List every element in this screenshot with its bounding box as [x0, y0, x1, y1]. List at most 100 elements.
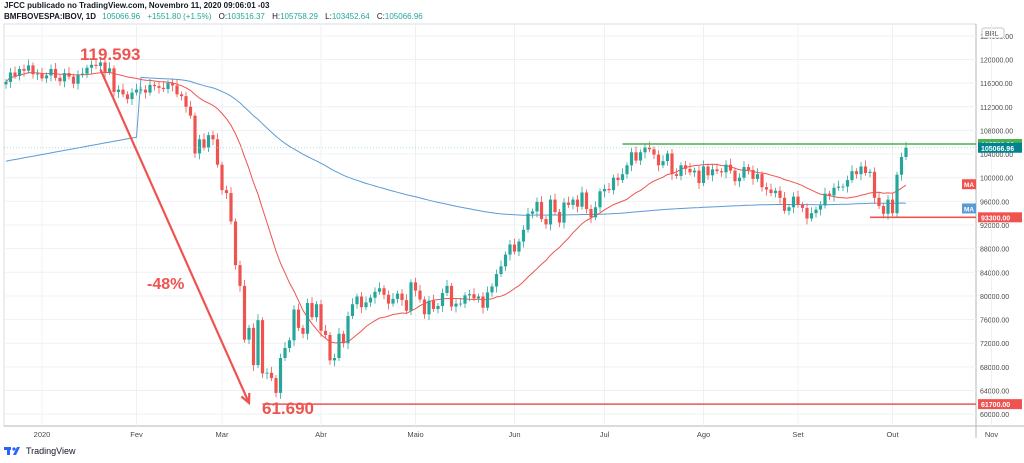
candle-body	[548, 199, 553, 225]
current-price-tag	[978, 142, 1022, 153]
candle-body	[832, 187, 836, 196]
candle-body	[440, 292, 445, 306]
candle-body	[287, 340, 292, 348]
candle-body	[251, 327, 256, 366]
candle-body	[355, 296, 359, 305]
symbol-name: BMFBOVESPA:IBOV, 1D	[4, 12, 97, 21]
candle-body	[508, 244, 512, 255]
ma-tag-label: MA	[964, 206, 974, 213]
candle-body	[517, 241, 521, 252]
candle-body	[161, 87, 166, 90]
y-tick-label: 112000.00	[980, 105, 1013, 112]
candle-body	[368, 297, 373, 303]
candle-body	[688, 168, 692, 173]
tradingview-logo-icon	[4, 447, 20, 455]
drop-arrow-line	[99, 69, 251, 404]
candle-body	[220, 164, 224, 191]
candle-body	[148, 84, 152, 93]
candle-body	[418, 290, 422, 300]
candle-body	[706, 166, 710, 176]
x-tick-label: Nov	[985, 430, 999, 439]
candle-body	[494, 274, 499, 287]
candle-body	[580, 192, 584, 207]
current-price-label: 105066.96	[981, 146, 1014, 153]
brand-name: TradingView	[26, 446, 76, 456]
candle-body	[211, 135, 215, 140]
candle-body	[31, 65, 35, 75]
x-tick-label: Jun	[508, 430, 520, 439]
x-tick-label: Fev	[130, 430, 143, 439]
candle-body	[4, 81, 8, 85]
candle-body	[197, 139, 202, 154]
x-tick-label: Abr	[315, 430, 327, 439]
candle-body	[697, 170, 701, 184]
candle-body	[805, 207, 809, 219]
candle-body	[643, 147, 647, 153]
candle-body	[863, 166, 868, 173]
high-label: H:	[272, 12, 281, 21]
candle-body	[413, 282, 418, 291]
candle-body	[17, 68, 22, 77]
candle-body	[499, 266, 503, 275]
candle-body	[373, 291, 377, 298]
drop-arrow-head	[240, 392, 251, 406]
ma-long-line	[5, 76, 907, 216]
last-price: 105066.96	[102, 12, 141, 21]
candle-body	[175, 85, 179, 95]
ma-tag	[962, 179, 976, 190]
open-label: O:	[218, 12, 228, 21]
candle-body	[346, 316, 350, 344]
candle-body	[395, 293, 400, 299]
candle-body	[359, 296, 364, 308]
candle-body	[274, 378, 278, 393]
candle-body	[683, 165, 688, 169]
candle-body	[850, 171, 854, 181]
candle-body	[814, 209, 818, 214]
candle-body	[602, 188, 607, 192]
candle-body	[436, 305, 440, 309]
candle-body	[656, 154, 661, 166]
close-value: 105066.96	[384, 12, 423, 21]
candle-body	[490, 286, 494, 293]
candle-body	[166, 83, 170, 90]
y-tick-label: 80000.00	[980, 294, 1009, 301]
candle-body	[58, 77, 62, 82]
candle-body	[535, 201, 539, 212]
candle-body	[503, 254, 508, 267]
candle-body	[305, 303, 310, 334]
candle-body	[512, 244, 517, 252]
candle-body	[575, 199, 580, 207]
candle-body	[620, 174, 625, 181]
candle-body	[665, 153, 670, 162]
annotation-low-label: 61.690	[262, 399, 314, 418]
candle-body	[98, 62, 103, 66]
candle-body	[454, 303, 458, 307]
y-tick-label: 108000.00	[980, 128, 1013, 135]
candle-body	[701, 166, 706, 184]
candle-body	[899, 157, 904, 175]
y-tick-label: 64000.00	[980, 389, 1009, 396]
candle-body	[593, 207, 598, 218]
x-tick-label: Maio	[407, 430, 423, 439]
candle-body	[130, 92, 134, 100]
ma-short-line	[5, 71, 907, 344]
candle-body	[422, 299, 427, 315]
candle-body	[539, 201, 544, 220]
candle-body	[265, 372, 269, 374]
footer-brand[interactable]: TradingView	[4, 446, 76, 456]
candle-body	[733, 170, 737, 182]
candle-body	[800, 204, 805, 208]
candle-body	[341, 333, 346, 344]
candle-body	[71, 76, 76, 84]
candle-body	[22, 68, 26, 71]
candle-body	[728, 164, 733, 171]
candle-body	[872, 171, 877, 198]
candle-body	[301, 327, 305, 334]
candle-body	[53, 68, 58, 78]
candle-body	[904, 147, 908, 158]
low-value: 103452.64	[331, 12, 370, 21]
candle-body	[652, 149, 656, 155]
annotation-drop-label: -48%	[147, 276, 184, 293]
candle-body	[647, 147, 652, 150]
